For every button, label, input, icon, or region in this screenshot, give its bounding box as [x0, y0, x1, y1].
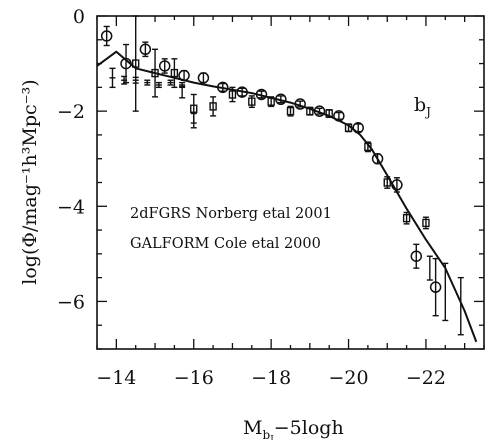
- square-marker: [228, 90, 237, 99]
- square-marker: [402, 213, 411, 223]
- circle-marker: [313, 105, 326, 117]
- data-point-s0-5: [197, 72, 210, 84]
- data-point-s2-8: [286, 105, 295, 117]
- square-marker: [151, 68, 159, 78]
- circle-marker: [391, 179, 403, 191]
- square-marker: [248, 97, 256, 106]
- square-marker: [325, 109, 333, 118]
- data-point-s2-6: [248, 95, 256, 109]
- band-label-main: b: [414, 94, 426, 116]
- band-label-sub: J: [424, 105, 431, 119]
- data-point-s2-12: [364, 141, 372, 153]
- data-point-s2-13: [383, 176, 391, 189]
- square-marker: [344, 123, 353, 132]
- square-marker: [383, 178, 391, 187]
- x-tick-label: −16: [174, 367, 214, 389]
- data-point-s0-7: [236, 86, 248, 98]
- data-point-s3-3: [442, 262, 449, 322]
- square-marker: [209, 102, 217, 111]
- y-tick-label: 0: [73, 6, 85, 28]
- square-marker: [170, 68, 179, 78]
- data-point-s2-9: [306, 106, 314, 116]
- circle-marker: [158, 60, 171, 72]
- data-point-s2-11: [344, 123, 353, 133]
- data-point-s2-4: [209, 96, 217, 117]
- y-axis-title: log(Φ/mag⁻¹h³Mpc⁻³): [19, 79, 41, 284]
- data-point-s2-10: [325, 109, 333, 119]
- points-layer: [100, 15, 464, 336]
- square-marker: [131, 59, 140, 68]
- square-marker: [422, 218, 430, 228]
- circle-marker: [139, 43, 152, 56]
- circle-marker: [294, 98, 306, 110]
- square-marker: [286, 106, 295, 116]
- data-point-s3-2: [426, 255, 433, 281]
- data-point-s0-3: [158, 58, 171, 74]
- data-point-s3-0: [190, 112, 197, 129]
- y-tick-label: −4: [57, 196, 85, 218]
- data-point-s0-8: [255, 88, 268, 101]
- x-axis-title-rest: −5logh: [274, 417, 344, 439]
- x-axis-title-subsub: J: [269, 435, 274, 440]
- square-marker: [364, 142, 372, 152]
- square-marker: [190, 104, 198, 113]
- data-point-s0-10: [294, 98, 306, 110]
- ticks-layer: −14 −16 −18 −20 −22 0 −2 −4 −6: [57, 6, 485, 389]
- x-tick-label: −14: [96, 367, 136, 389]
- data-point-s0-16: [410, 243, 423, 269]
- circle-marker: [429, 281, 442, 293]
- x-axis-title-sub: b: [262, 428, 270, 440]
- band-label: bJ: [414, 94, 431, 119]
- annotation-norberg: 2dFGRS Norberg etal 2001: [130, 206, 332, 222]
- data-point-s2-5: [228, 86, 237, 103]
- circle-marker: [236, 86, 248, 98]
- circle-marker: [333, 110, 345, 122]
- data-point-s0-11: [313, 105, 326, 117]
- x-tick-label: −18: [251, 367, 291, 389]
- data-point-s3-1: [179, 85, 186, 99]
- data-point-s2-0: [131, 15, 140, 112]
- data-point-s3-4: [457, 276, 464, 336]
- circle-marker: [275, 93, 287, 105]
- data-point-s0-9: [275, 93, 287, 105]
- data-point-s1-3: [144, 79, 151, 86]
- data-point-s0-13: [352, 122, 364, 134]
- data-point-s2-2: [170, 58, 179, 89]
- circle-marker: [197, 72, 210, 84]
- square-marker: [267, 97, 275, 106]
- circle-marker: [410, 250, 423, 262]
- data-point-s0-4: [178, 69, 190, 82]
- circle-marker: [217, 81, 229, 94]
- data-point-s0-15: [391, 177, 403, 193]
- data-point-s0-17: [429, 257, 442, 317]
- data-point-s1-4: [155, 81, 162, 89]
- data-point-s2-1: [151, 48, 159, 98]
- data-point-s1-5: [167, 79, 174, 86]
- x-tick-label: −20: [328, 367, 368, 389]
- circle-marker: [352, 122, 364, 134]
- square-marker: [306, 106, 314, 116]
- x-axis-title: MbJ−5logh: [243, 417, 344, 440]
- x-tick-label: −22: [406, 367, 446, 389]
- y-tick-label: −6: [57, 291, 85, 313]
- data-point-s1-1: [121, 75, 128, 85]
- circle-marker: [371, 152, 384, 165]
- circle-marker: [100, 30, 113, 42]
- x-axis-title-main: M: [243, 417, 262, 439]
- data-point-s2-15: [422, 216, 430, 230]
- data-point-s2-14: [402, 211, 411, 225]
- circle-marker: [178, 69, 190, 82]
- data-point-s2-7: [267, 96, 275, 108]
- data-point-s0-12: [333, 110, 345, 122]
- data-point-s1-0: [109, 67, 116, 89]
- circle-marker: [255, 88, 268, 101]
- data-point-s0-0: [100, 25, 113, 47]
- data-point-s0-6: [217, 81, 229, 94]
- data-point-s0-14: [371, 152, 384, 165]
- y-tick-label: −2: [57, 101, 85, 123]
- data-point-s0-2: [139, 41, 152, 58]
- circle-marker: [120, 57, 132, 70]
- annotation-galform: GALFORM Cole etal 2000: [130, 236, 321, 252]
